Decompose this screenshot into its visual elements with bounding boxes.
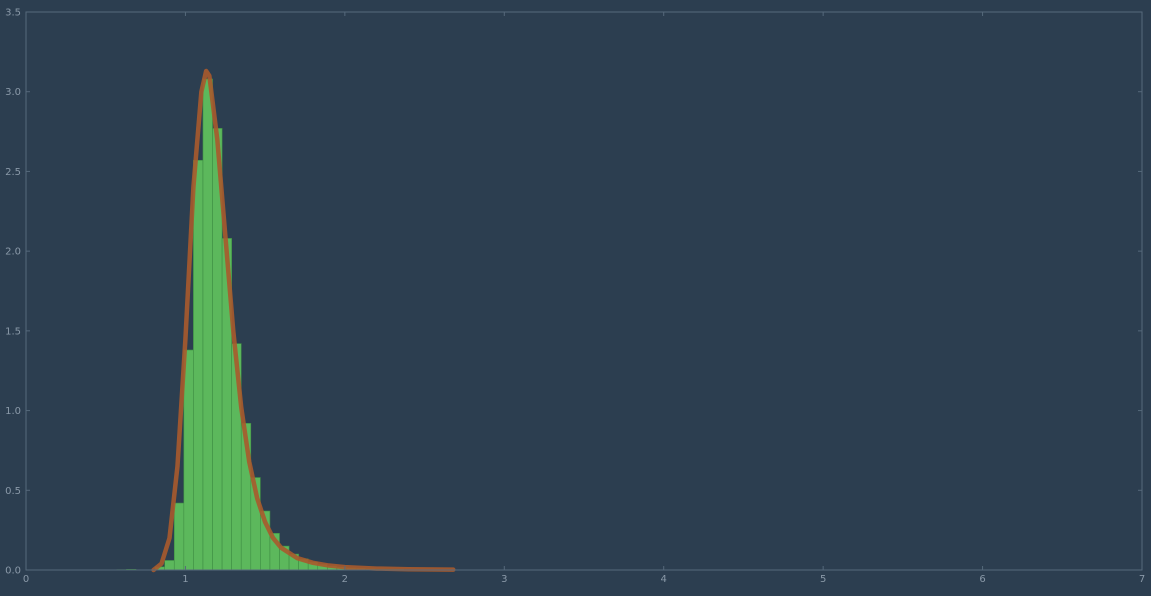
x-tick-label: 3 <box>501 574 507 585</box>
x-tick-label: 1 <box>182 574 188 585</box>
histogram-bar <box>165 560 175 570</box>
x-tick-label: 5 <box>820 574 826 585</box>
x-tick-label: 6 <box>979 574 985 585</box>
y-tick-label: 1.0 <box>5 406 21 417</box>
x-tick-label: 4 <box>661 574 667 585</box>
histogram-bar <box>174 503 184 570</box>
y-tick-label: 3.0 <box>5 87 21 98</box>
y-tick-label: 1.5 <box>5 326 21 337</box>
histogram-bars <box>117 79 404 570</box>
y-tick-label: 2.0 <box>5 247 21 258</box>
histogram-bar <box>184 350 194 570</box>
x-tick-label: 7 <box>1139 574 1145 585</box>
y-tick-label: 3.5 <box>5 8 21 19</box>
y-tick-label: 0.0 <box>5 566 21 577</box>
x-tick-label: 0 <box>23 574 29 585</box>
y-tick-label: 2.5 <box>5 167 21 178</box>
x-tick-label: 2 <box>342 574 348 585</box>
histogram-bar <box>193 160 203 570</box>
y-tick-label: 0.5 <box>5 486 21 497</box>
histogram-bar <box>203 79 213 570</box>
